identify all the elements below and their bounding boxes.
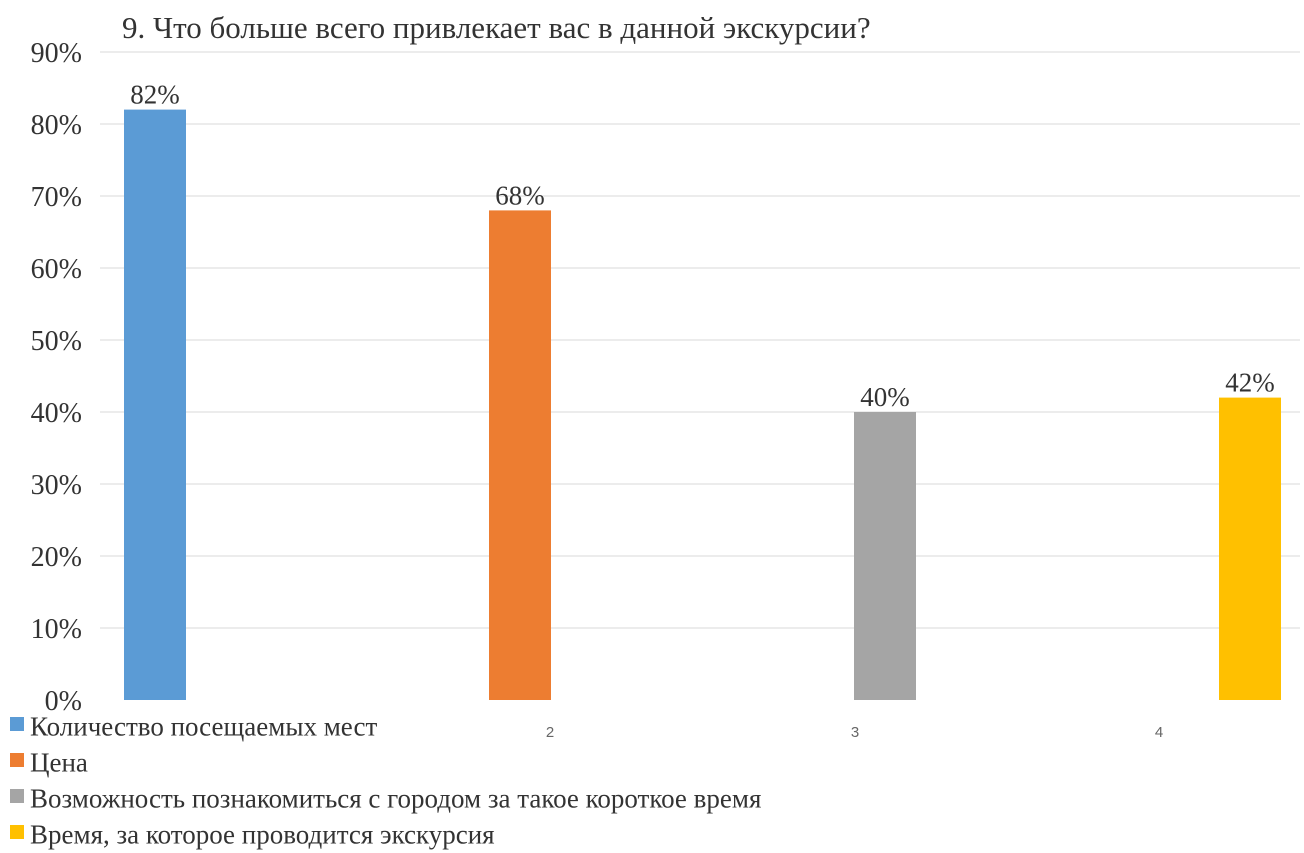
legend-swatch [10,753,24,768]
data-label: 42% [1225,368,1275,398]
legend: Количество посещаемых мест Цена Возможно… [10,708,761,852]
legend-item: Количество посещаемых мест [10,708,761,744]
gridlines [100,51,1300,629]
x-category-label: 4 [1155,724,1163,741]
data-label: 68% [495,180,545,210]
y-tick-label: 80% [31,110,82,141]
data-label: 82% [130,80,180,110]
y-tick-label: 60% [31,254,82,285]
legend-item: Время, за которое проводится экскурсия [10,816,761,852]
bar [124,109,186,701]
y-tick-label: 30% [31,470,82,501]
y-tick-label: 90% [31,38,82,69]
chart-title: 9. Что больше всего привлекает вас в дан… [122,10,871,45]
legend-swatch [10,789,24,804]
data-label: 40% [860,382,910,412]
legend-label: Время, за которое проводится экскурсия [30,819,495,850]
legend-label: Количество посещаемых мест [30,711,378,742]
bars [124,109,1281,701]
legend-swatch [10,825,24,840]
bar [489,210,551,700]
bar [1219,397,1281,700]
y-axis-ticks: 0% 10% 20% 30% 40% 50% 60% 70% 80% 90% [31,38,82,717]
legend-swatch [10,717,24,732]
y-tick-label: 0% [45,686,82,717]
bar [854,412,916,700]
x-axis-categories: 2 3 4 [546,724,1163,741]
x-category-label: 3 [851,724,859,741]
legend-item: Возможность познакомиться с городом за т… [10,780,761,816]
legend-item: Цена [10,744,761,780]
legend-label: Возможность познакомиться с городом за т… [30,783,762,814]
legend-label: Цена [30,747,88,778]
y-tick-label: 20% [31,542,82,573]
y-tick-label: 70% [31,182,82,213]
y-tick-label: 50% [31,326,82,357]
data-labels: 82% 68% 40% 42% [130,80,1275,412]
x-category-label: 2 [546,724,554,741]
y-tick-label: 40% [31,398,82,429]
y-tick-label: 10% [31,614,82,645]
